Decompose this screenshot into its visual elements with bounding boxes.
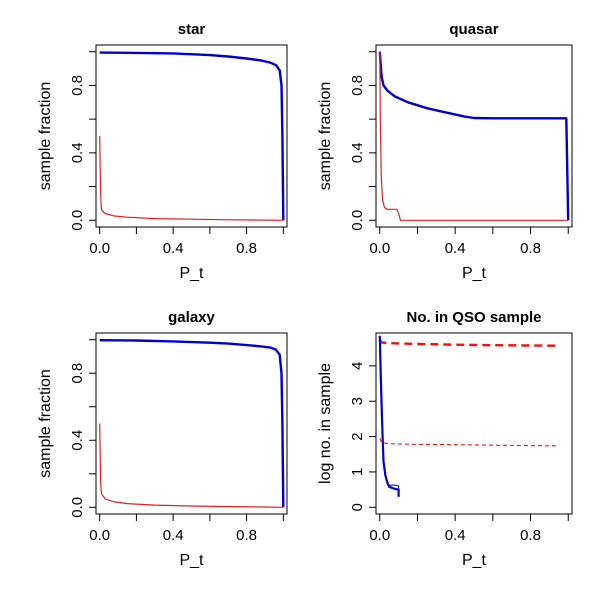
plot-frame xyxy=(95,44,288,228)
series-line-1 xyxy=(99,51,285,221)
x-tick-label: 0.4 xyxy=(445,240,466,257)
plot-frame xyxy=(95,332,288,515)
y-tick-label: 4 xyxy=(349,362,366,370)
panel-3: galaxy 0.0 0.4 0.8 0.0 0.4 0.8 P_t sample fracti… xyxy=(37,309,288,569)
x-tick-label: 0.0 xyxy=(369,527,390,544)
series-line-4 xyxy=(379,335,400,497)
panel-1: star 0.0 0.4 0.8 0.0 0.4 0.8 P_t sample fraction xyxy=(37,21,288,282)
y-tick-label: 0 xyxy=(349,503,366,511)
y-tick-label: 0.8 xyxy=(349,75,366,96)
x-tick-label: 0.4 xyxy=(445,527,466,544)
series-line-2 xyxy=(99,135,284,221)
x-tick-label: 0.8 xyxy=(520,240,541,257)
y-tick-label: 0.4 xyxy=(349,142,366,163)
series-line-2 xyxy=(99,423,284,508)
x-tick-label: 0.0 xyxy=(89,527,110,544)
series-line-1 xyxy=(378,339,559,347)
series-line-1 xyxy=(378,51,570,221)
y-axis-label: log no. in sample xyxy=(317,363,334,484)
x-axis-label: P_t xyxy=(179,265,204,282)
y-axis-label: sample fraction xyxy=(37,82,54,191)
x-tick-label: 0.8 xyxy=(236,527,257,544)
y-tick-label: 0.8 xyxy=(69,75,86,96)
y-tick-label: 0.0 xyxy=(69,210,86,231)
series-line-3 xyxy=(378,335,400,497)
y-tick-label: 3 xyxy=(349,397,366,405)
series-line-2 xyxy=(379,438,559,447)
y-axis-label: sample fraction xyxy=(317,82,334,191)
plot-frame xyxy=(375,44,573,228)
chart-title: No. in QSO sample xyxy=(406,309,541,326)
y-tick-label: 0.4 xyxy=(69,142,86,163)
y-tick-label: 1 xyxy=(349,468,366,476)
chart-title: star xyxy=(178,21,206,38)
y-tick-label: 2 xyxy=(349,432,366,440)
y-tick-label: 0.4 xyxy=(69,430,86,451)
series-line-2 xyxy=(379,51,569,221)
x-tick-label: 0.0 xyxy=(89,240,110,257)
y-tick-label: 0.0 xyxy=(349,210,366,231)
x-axis-label: P_t xyxy=(179,552,204,569)
x-tick-label: 0.8 xyxy=(236,240,257,257)
plot-frame xyxy=(375,332,573,515)
x-axis-label: P_t xyxy=(462,552,487,569)
chart-title: galaxy xyxy=(168,309,215,326)
x-tick-label: 0.4 xyxy=(163,240,184,257)
panel-2: quasar 0.0 0.4 0.8 0.0 0.4 0.8 P_t sample fracti… xyxy=(317,21,573,282)
y-tick-label: 0.0 xyxy=(69,497,86,518)
x-axis-label: P_t xyxy=(462,265,487,282)
y-tick-label: 0.8 xyxy=(69,363,86,384)
panel-4: No. in QSO sample 0.0 0.4 0.8 0 1 2 3 4 P_t log no… xyxy=(317,309,573,569)
chart-title: quasar xyxy=(449,21,498,38)
y-axis-label: sample fraction xyxy=(37,369,54,478)
x-tick-label: 0.8 xyxy=(520,527,541,544)
series-line-1 xyxy=(99,339,285,508)
x-tick-label: 0.0 xyxy=(369,240,390,257)
x-tick-label: 0.4 xyxy=(163,527,184,544)
